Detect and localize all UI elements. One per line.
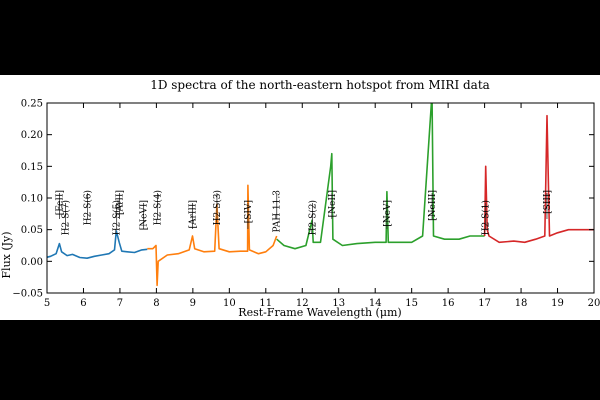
spectrum-chart: 1D spectra of the north-eastern hotspot … xyxy=(0,78,600,319)
annotation-label: [ArII] xyxy=(116,190,126,215)
x-tick-label: 17 xyxy=(478,298,491,309)
x-tick-label: 15 xyxy=(405,298,418,309)
x-tick-label: 16 xyxy=(442,298,455,309)
annotation-label: [SIII] xyxy=(543,190,553,214)
chart-title: 1D spectra of the north-eastern hotspot … xyxy=(150,78,490,92)
annotation-label: H2 S(7) xyxy=(61,200,72,235)
y-tick-label: 0.10 xyxy=(21,194,43,205)
x-tick-label: 8 xyxy=(153,298,159,309)
annotation-label: H2 S(2) xyxy=(308,200,319,235)
plot-frame xyxy=(46,102,595,294)
spectrum-series-4 xyxy=(483,114,594,244)
y-tick-label: 0.00 xyxy=(21,257,43,268)
x-tick-label: 9 xyxy=(190,298,196,309)
annotation-label: H2 S(4) xyxy=(153,190,164,225)
x-tick-label: 12 xyxy=(296,298,309,309)
x-tick-label: 6 xyxy=(80,298,86,309)
plot-area: [FeII]H2 S(7) H2 S(6) H2 S(5)[ArII] [NeVI] H… xyxy=(12,99,600,310)
y-tick-label: 0.25 xyxy=(21,99,43,110)
x-tick-label: 20 xyxy=(588,298,600,309)
spectrum-series-2 xyxy=(147,184,278,287)
annotation-label: PAH 11.3 xyxy=(273,190,283,233)
x-tick-label: 11 xyxy=(259,298,272,309)
annotation-label: [NeV] xyxy=(383,200,393,227)
x-tick-label: 5 xyxy=(44,298,50,309)
annotation-label: H2 S(6) xyxy=(83,190,94,225)
y-tick-label: 0.15 xyxy=(21,162,43,173)
x-tick-label: 19 xyxy=(551,298,564,309)
x-tick-label: 10 xyxy=(223,298,236,309)
annotation-label: [NeVI] xyxy=(140,200,150,230)
annotation-label: H2 S(5) xyxy=(112,200,123,235)
y-tick-label: −0.05 xyxy=(12,289,43,300)
annotation-label: [SIV] xyxy=(244,200,254,223)
annotation-label: [ArIII] xyxy=(189,200,199,229)
x-tick-label: 14 xyxy=(369,298,382,309)
y-axis-label: Flux (Jy) xyxy=(0,231,13,278)
annotation-label: [NeII] xyxy=(328,190,338,217)
y-tick-label: 0.20 xyxy=(21,130,43,141)
figure-panel: 1D spectra of the north-eastern hotspot … xyxy=(0,75,600,320)
x-tick-label: 18 xyxy=(515,298,528,309)
x-axis-label: Rest-Frame Wavelength (μm) xyxy=(238,306,401,319)
annotation-label: [FeII] xyxy=(55,190,65,215)
annotation-label: [NeIII] xyxy=(428,190,438,221)
annotation-label: H2 S(1) xyxy=(481,200,492,235)
spectrum-series-1 xyxy=(47,230,148,259)
y-tick-label: 0.05 xyxy=(21,225,43,236)
x-tick-label: 13 xyxy=(332,298,345,309)
x-tick-label: 7 xyxy=(117,298,123,309)
annotation-label: H2 S(3) xyxy=(212,190,223,225)
